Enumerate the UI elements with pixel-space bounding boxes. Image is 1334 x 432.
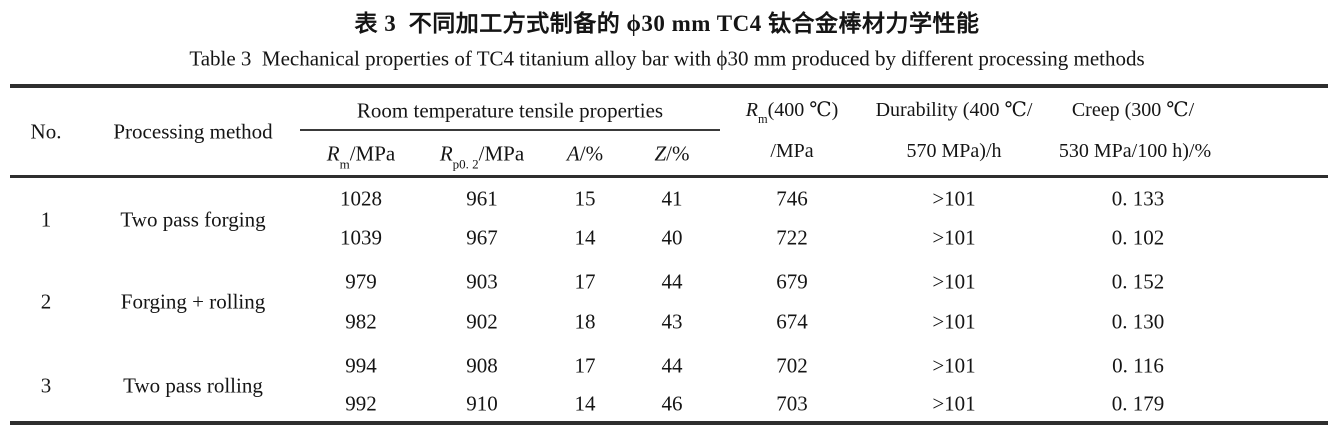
cell-creep: 0. 116	[1112, 353, 1164, 378]
group-no: 2	[40, 289, 52, 314]
cell-rm: 979	[345, 269, 377, 294]
cell-durability: >101	[932, 391, 976, 416]
header-durability-line1: Durability (400 ℃/	[875, 99, 1033, 121]
header-tensile-group: Room temperature tensile properties	[356, 98, 664, 123]
cell-durability: >101	[932, 225, 976, 250]
cell-rp02: 908	[466, 353, 498, 378]
cell-creep: 0. 133	[1111, 186, 1165, 211]
cell-reduction: 43	[661, 309, 683, 334]
cell-reduction: 46	[661, 391, 683, 416]
header-durability-line2: 570 MPa)/h	[906, 140, 1002, 162]
cell-elongation: 18	[574, 309, 596, 334]
cell-reduction: 44	[661, 353, 683, 378]
cell-durability: >101	[932, 309, 976, 334]
cell-durability: >101	[932, 353, 976, 378]
table-caption-english: Table 3 Mechanical properties of TC4 tit…	[189, 46, 1145, 71]
cell-rm: 1028	[340, 186, 382, 211]
cell-reduction: 40	[661, 225, 683, 250]
cell-rp02: 902	[466, 309, 498, 334]
cell-creep: 0. 152	[1111, 269, 1165, 294]
group-method: Two pass forging	[120, 207, 266, 232]
cell-rm400: 722	[776, 225, 808, 250]
header-bottom-rule	[10, 175, 1328, 178]
table-top-rule	[10, 84, 1328, 88]
cell-elongation: 14	[574, 391, 596, 416]
cell-elongation: 14	[574, 225, 596, 250]
cell-rm: 992	[345, 391, 377, 416]
group-no: 3	[40, 373, 52, 398]
header-reduction-of-area: Z/%	[654, 141, 690, 166]
cell-elongation: 15	[574, 186, 596, 211]
header-rm: Rm/MPa	[326, 141, 396, 172]
cell-creep: 0. 130	[1111, 309, 1165, 334]
header-creep-line1: Creep (300 ℃/	[1071, 99, 1195, 121]
cell-rm: 1039	[340, 225, 382, 250]
cell-rm: 994	[345, 353, 377, 378]
group-method: Forging + rolling	[120, 289, 266, 314]
cell-rm400: 703	[776, 391, 808, 416]
cell-creep: 0. 179	[1111, 391, 1165, 416]
cell-rm400: 674	[776, 309, 808, 334]
header-creep-line2: 530 MPa/100 h)/%	[1058, 140, 1212, 162]
table-bottom-rule	[10, 421, 1328, 425]
table-caption-chinese: 表 3 不同加工方式制备的 ϕ30 mm TC4 钛合金棒材力学性能	[354, 11, 980, 36]
cell-rp02: 961	[466, 186, 498, 211]
header-rm400-line2: /MPa	[770, 140, 814, 162]
cell-rm400: 746	[776, 186, 808, 211]
header-processing-method: Processing method	[113, 119, 273, 144]
cell-rp02: 910	[466, 391, 498, 416]
cell-durability: >101	[932, 186, 976, 211]
cell-rm400: 679	[776, 269, 808, 294]
cell-rm400: 702	[776, 353, 808, 378]
cell-creep: 0. 102	[1111, 225, 1165, 250]
header-elongation: A/%	[566, 141, 604, 166]
tensile-group-rule	[300, 129, 720, 131]
cell-elongation: 17	[574, 269, 596, 294]
cell-elongation: 17	[574, 353, 596, 378]
header-no: No.	[30, 119, 62, 144]
header-rm400-line1: Rm(400 ℃)	[745, 99, 839, 127]
group-no: 1	[40, 207, 52, 232]
group-method: Two pass rolling	[123, 373, 263, 398]
cell-rm: 982	[345, 309, 377, 334]
cell-reduction: 44	[661, 269, 683, 294]
cell-rp02: 903	[466, 269, 498, 294]
cell-durability: >101	[932, 269, 976, 294]
header-rp02: Rp0. 2/MPa	[439, 141, 525, 172]
cell-reduction: 41	[661, 186, 683, 211]
cell-rp02: 967	[466, 225, 498, 250]
